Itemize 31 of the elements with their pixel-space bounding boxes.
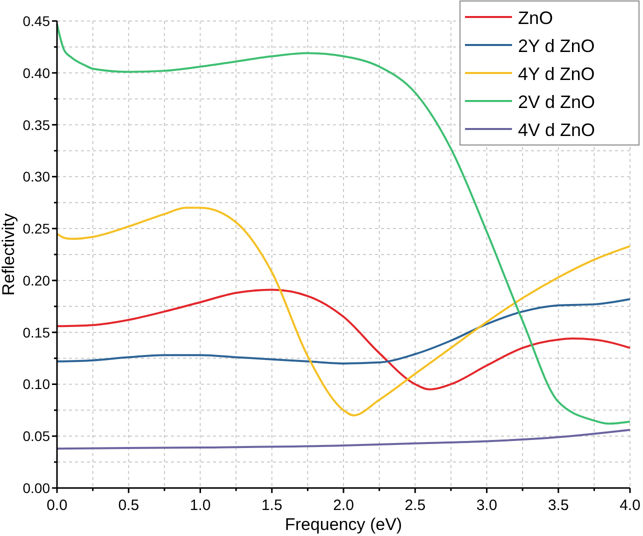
y-tick-label: 0.10 — [22, 376, 50, 392]
y-tick-label: 0.40 — [22, 64, 50, 81]
line-series — [56, 298, 631, 364]
y-tick-label: 0.25 — [22, 220, 50, 237]
x-tick-label: 0.0 — [46, 497, 68, 514]
line-series — [56, 23, 631, 425]
x-tick-label: 4.0 — [620, 497, 640, 514]
legend-label: ZnO — [518, 8, 554, 28]
x-tick-label: 2.5 — [404, 497, 426, 514]
y-tick-label: 0.30 — [22, 168, 50, 185]
line-series — [56, 206, 631, 416]
legend-label: 4V d ZnO — [518, 120, 596, 140]
x-tick-label: 1.0 — [190, 497, 211, 514]
y-tick-label: 0.00 — [22, 480, 50, 496]
y-tick-label: 0.05 — [22, 428, 50, 444]
x-tick-label: 0.5 — [118, 497, 140, 514]
line-series — [56, 428, 631, 450]
x-tick-label: 3.0 — [476, 497, 498, 514]
line-series — [56, 288, 631, 390]
legend-label: 4Y d ZnO — [518, 64, 595, 84]
y-tick-label: 0.45 — [22, 13, 50, 29]
y-tick-label: 0.35 — [22, 116, 50, 133]
y-tick-label: 0.20 — [22, 272, 50, 288]
legend-label: 2V d ZnO — [518, 92, 596, 112]
x-tick-label: 1.5 — [261, 497, 282, 514]
y-tick-label: 0.15 — [22, 324, 50, 340]
x-axis-title: Frequency (eV) — [284, 515, 402, 534]
x-tick-label: 3.5 — [548, 497, 569, 514]
legend-label: 2Y d ZnO — [518, 36, 595, 56]
x-tick-label: 2.0 — [333, 497, 354, 514]
y-axis-title: Reflectivity — [0, 212, 18, 296]
